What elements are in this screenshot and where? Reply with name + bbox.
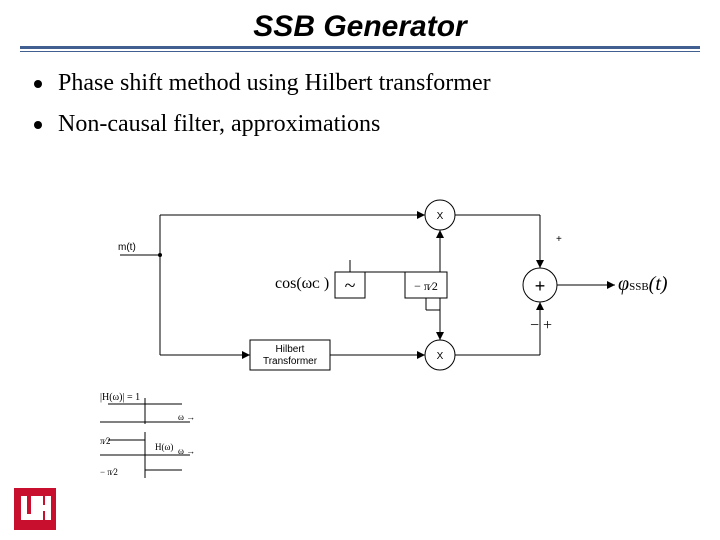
bullet-list: Phase shift method using Hilbert transfo…: [0, 52, 720, 138]
oscillator-tilde: ~: [345, 275, 356, 297]
sum-plus-top: +: [556, 234, 562, 245]
page-title: SSB Generator: [0, 0, 720, 46]
sum-minus-bottom: − +: [530, 317, 552, 334]
bullet-icon: [34, 121, 42, 129]
phase-shift-label: − π⁄2: [414, 279, 438, 293]
output-label: φSSB(t): [618, 273, 668, 296]
bullet-text: Phase shift method using Hilbert transfo…: [58, 70, 491, 97]
output-sub: SSB: [629, 281, 649, 293]
axis-arrow-1: ω →: [178, 412, 195, 422]
multiplier-top-label: X: [437, 211, 444, 222]
bullet-icon: [34, 80, 42, 88]
diagram-svg: X X + + − + ~ cos(ωᴄ ) − π⁄2 Hilbert Tra…: [70, 180, 670, 480]
bullet-text: Non-causal filter, approximations: [58, 111, 380, 138]
axis-arrow-2: ω →: [178, 446, 195, 456]
phase-tick-bot: − π⁄2: [100, 467, 118, 477]
filter-phase-label: H(ω): [155, 442, 173, 452]
filter-mag-label: |H(ω)| = 1: [100, 392, 140, 403]
sum-symbol: +: [535, 276, 546, 296]
phase-tick-top: π⁄2: [100, 436, 111, 446]
list-item: Phase shift method using Hilbert transfo…: [34, 70, 686, 97]
hilbert-label-1: Hilbert: [276, 344, 305, 355]
uh-logo: [14, 488, 56, 530]
hilbert-label-2: Transformer: [263, 356, 318, 367]
list-item: Non-causal filter, approximations: [34, 111, 686, 138]
block-diagram: X X + + − + ~ cos(ωᴄ ) − π⁄2 Hilbert Tra…: [70, 180, 670, 480]
multiplier-bottom-label: X: [437, 351, 444, 362]
input-label: m(t): [118, 242, 136, 253]
output-phi: φ: [618, 273, 629, 295]
oscillator-label: cos(ωᴄ ): [275, 275, 329, 292]
output-tail: (t): [649, 273, 668, 295]
